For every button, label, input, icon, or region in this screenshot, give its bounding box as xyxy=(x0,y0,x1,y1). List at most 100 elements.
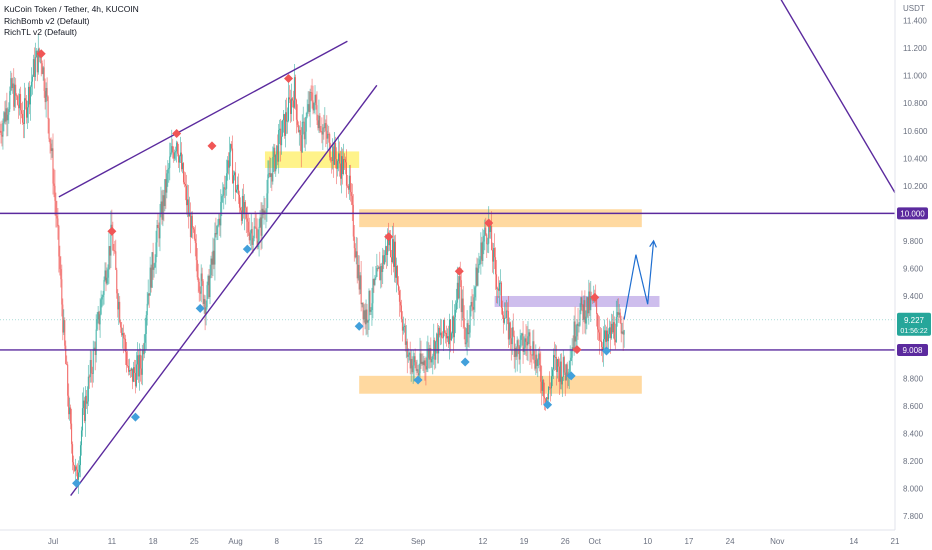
trendline-2[interactable] xyxy=(70,84,378,497)
candle-body xyxy=(527,336,529,346)
buy-marker xyxy=(195,303,205,313)
candle-body xyxy=(301,121,303,153)
candle-body xyxy=(408,352,410,355)
candle-body xyxy=(518,346,520,360)
candle-body xyxy=(570,357,572,361)
candle-body xyxy=(621,331,623,334)
candle-body xyxy=(276,145,278,155)
candle-body xyxy=(375,276,377,279)
zone-orange-bottom xyxy=(359,375,642,394)
candle-body xyxy=(421,361,423,364)
candle-body xyxy=(298,129,300,133)
candle-body xyxy=(268,173,270,175)
indicator-richtl[interactable]: RichTL v2 (Default) xyxy=(4,27,77,37)
candle-body xyxy=(606,330,608,342)
candle-body xyxy=(538,353,540,360)
candle-body xyxy=(165,179,167,193)
candle-body xyxy=(458,276,460,299)
candle-body xyxy=(542,379,544,391)
candle-body xyxy=(344,159,346,163)
candle-body xyxy=(91,373,93,375)
price-tick-label: 8.600 xyxy=(903,402,924,411)
candle-body xyxy=(20,94,22,111)
candle-body xyxy=(287,120,289,122)
candle-body xyxy=(352,204,354,237)
candle-body xyxy=(82,400,84,409)
candle-body xyxy=(208,275,210,297)
candle-body xyxy=(179,156,181,163)
candle-body xyxy=(412,365,414,373)
indicator-richbomb[interactable]: RichBomb v2 (Default) xyxy=(4,15,90,26)
trendline-1[interactable] xyxy=(58,40,348,198)
projection-arrowhead xyxy=(649,239,657,248)
candle-body xyxy=(397,284,399,291)
candle-body xyxy=(328,133,330,135)
candle-body xyxy=(584,300,586,324)
time-tick-label: 8 xyxy=(275,537,280,546)
candle-body xyxy=(254,226,256,228)
candle-body xyxy=(548,387,550,400)
candle-body xyxy=(586,297,588,317)
symbol-title[interactable]: KuCoin Token / Tether, 4h, KUCOIN xyxy=(4,4,139,14)
price-tick-label: 10.400 xyxy=(903,154,928,163)
candle-body xyxy=(578,325,580,327)
buy-marker xyxy=(354,321,364,331)
candle-body xyxy=(439,327,441,336)
price-axis[interactable]: USDT7.8008.0008.2008.4008.6008.8009.0009… xyxy=(903,4,928,521)
candle-body xyxy=(302,121,304,123)
projection-path[interactable] xyxy=(623,240,655,320)
candle-body xyxy=(16,95,18,97)
candle-body xyxy=(547,397,549,400)
candle-body xyxy=(497,288,499,290)
candle-body xyxy=(260,217,262,236)
candle-body xyxy=(396,265,398,285)
candle-body xyxy=(327,133,329,139)
candle-body xyxy=(429,348,431,360)
candle-body xyxy=(205,307,207,315)
candle-body xyxy=(251,229,253,245)
candle-body xyxy=(37,48,39,73)
candle-body xyxy=(379,266,381,281)
candle-body xyxy=(14,84,16,107)
candle-body xyxy=(264,210,266,214)
candle-body xyxy=(336,158,338,169)
candle-body xyxy=(500,282,502,308)
candle-body xyxy=(288,97,290,121)
candle-body xyxy=(23,122,25,124)
candle-body xyxy=(180,152,182,157)
zone-purple-box xyxy=(494,295,660,307)
time-tick-label: 21 xyxy=(891,537,900,546)
candle-body xyxy=(107,269,109,278)
candle-body xyxy=(120,322,122,328)
candle-body xyxy=(127,365,129,367)
candle-body xyxy=(29,86,31,105)
candle-body xyxy=(209,275,211,297)
candle-body xyxy=(550,387,552,389)
candle-body xyxy=(546,397,548,403)
candle-body xyxy=(259,217,261,227)
candle-body xyxy=(41,63,43,75)
time-tick-label: 10 xyxy=(643,537,652,546)
candle-body xyxy=(348,175,350,190)
candle-body xyxy=(78,472,80,480)
time-tick-label: 26 xyxy=(561,537,570,546)
candle-body xyxy=(569,360,571,372)
buy-marker xyxy=(72,478,82,488)
candle-body xyxy=(309,92,311,112)
candle-body xyxy=(18,104,20,109)
candle-body xyxy=(236,189,238,193)
time-tick-label: 18 xyxy=(149,537,158,546)
candle-body xyxy=(185,185,187,206)
time-axis[interactable]: Jul 11 18 25 Aug 8 15 22 Sep 12 19 26 Oct 10 17 24 Nov 14… xyxy=(48,537,900,546)
candle-body xyxy=(572,347,574,350)
candle-body xyxy=(521,333,523,336)
candle-body xyxy=(319,115,321,132)
candle-body xyxy=(454,309,456,318)
price-tick-label: 9.400 xyxy=(903,292,924,301)
candle-body xyxy=(6,108,8,121)
candle-body xyxy=(360,275,362,305)
candle-body xyxy=(600,340,602,342)
candle-body xyxy=(201,273,203,282)
trendline-3[interactable] xyxy=(777,0,896,194)
